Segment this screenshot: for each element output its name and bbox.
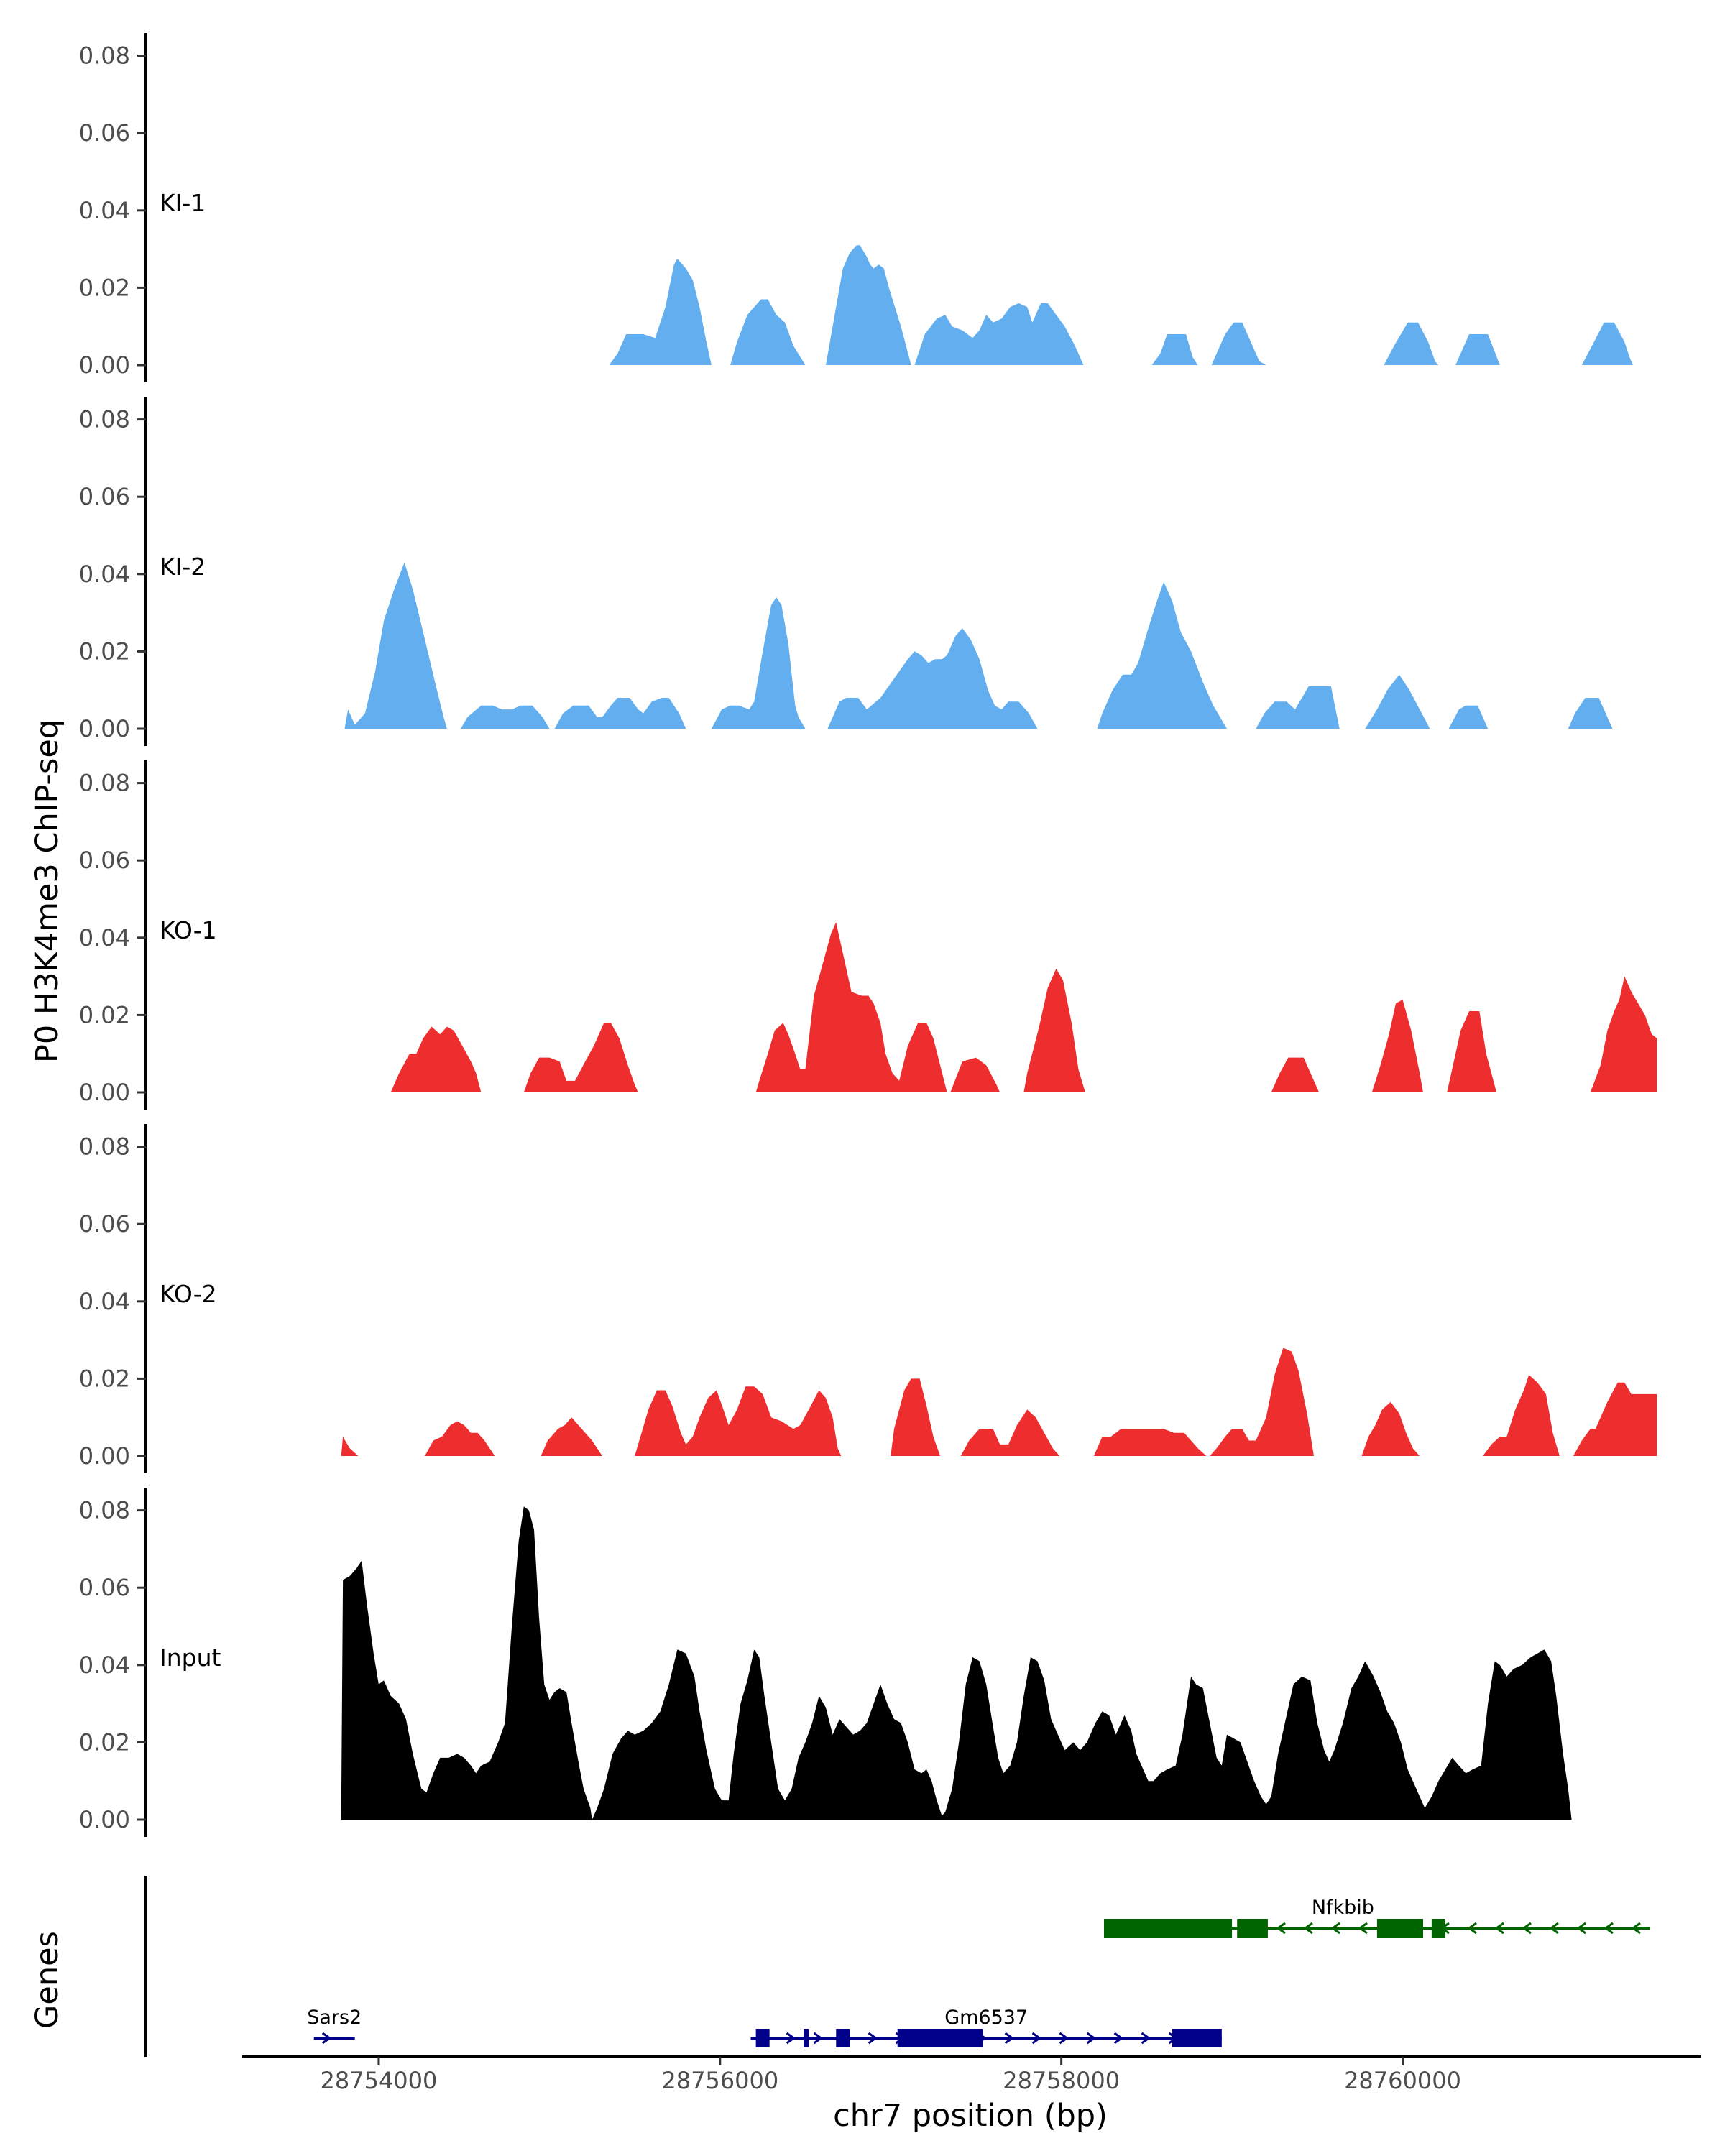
track-panel-ko-2: 0.00 0.02 0.04 0.06 0.08 KO-2 (79, 1124, 1657, 1473)
x-axis-title: chr7 position (bp) (833, 2098, 1108, 2134)
x-tick-label: 28758000 (1003, 2067, 1120, 2094)
y-tick-label: 0.04 (79, 924, 130, 952)
strand-arrow-icon (1522, 1922, 1532, 1935)
gene-exon (755, 2029, 770, 2047)
y-tick-label: 0.08 (79, 406, 130, 433)
y-tick-label: 0.08 (79, 42, 130, 70)
signal-area-input (341, 1506, 1581, 1820)
y-tick-label: 0.02 (79, 274, 130, 301)
y-tick-label: 0.04 (79, 1288, 130, 1315)
signal-area-ki-2 (344, 562, 1613, 729)
strand-arrow-icon (1303, 1922, 1313, 1935)
gene-nfkbib: Nfkbib (1104, 1897, 1650, 1938)
x-tick-label: 28756000 (661, 2067, 778, 2094)
track-panel-ko-1: 0.00 0.02 0.04 0.06 0.08 KO-1 (79, 760, 1657, 1110)
strand-arrow-icon (786, 2032, 796, 2045)
y-tick-label: 0.00 (79, 1442, 130, 1470)
strand-arrow-icon (1086, 2032, 1097, 2045)
strand-arrow-icon (1467, 1922, 1477, 1935)
y-tick-label: 0.06 (79, 1210, 130, 1238)
x-tick-label: 28754000 (321, 2067, 438, 2094)
y-axis-title: P0 H3K4me3 ChIP-seq (29, 719, 65, 1063)
strand-arrow-icon (1059, 2032, 1070, 2045)
y-tick-label: 0.06 (79, 119, 130, 147)
y-tick-label: 0.02 (79, 637, 130, 665)
strand-arrow-icon (1276, 1922, 1286, 1935)
signal-tracks: 0.00 0.02 0.04 0.06 0.08 KI-1 0.00 0.02 0.04 0.06… (79, 33, 1657, 1837)
strand-arrow-icon (1031, 2032, 1042, 2045)
gene-exon (1104, 1919, 1233, 1938)
y-tick-label: 0.02 (79, 1001, 130, 1028)
track-label: KO-1 (160, 916, 217, 944)
y-tick-label: 0.08 (79, 1497, 130, 1524)
gene-exon (897, 2029, 983, 2047)
gene-exon (836, 2029, 850, 2047)
track-panel-ki-2: 0.00 0.02 0.04 0.06 0.08 KI-2 (79, 397, 1613, 746)
track-panel-input: 0.00 0.02 0.04 0.06 0.08 Input (79, 1488, 1581, 1837)
signal-area-ko-2 (341, 1348, 1657, 1456)
track-panel-ki-1: 0.00 0.02 0.04 0.06 0.08 KI-1 (79, 33, 1633, 382)
strand-arrow-icon (321, 2032, 332, 2045)
y-tick-label: 0.02 (79, 1365, 130, 1392)
gene-exon (804, 2029, 809, 2047)
gene-exon (1237, 1919, 1268, 1938)
y-tick-label: 0.00 (79, 715, 130, 742)
strand-arrow-icon (1004, 2032, 1015, 2045)
genes-axis-title: Genes (29, 1931, 65, 2029)
y-tick-label: 0.06 (79, 847, 130, 874)
y-tick-label: 0.04 (79, 1651, 130, 1679)
x-tick-label: 28760000 (1344, 2067, 1461, 2094)
gene-sars2: Sars2 (307, 2007, 362, 2045)
signal-area-ki-1 (609, 245, 1633, 365)
track-label: Input (160, 1644, 221, 1672)
strand-arrow-icon (1113, 2032, 1124, 2045)
strand-arrow-icon (1549, 1922, 1559, 1935)
track-label: KI-1 (160, 189, 206, 217)
signal-area-ko-1 (390, 922, 1657, 1092)
gene-label: Gm6537 (944, 2007, 1028, 2029)
gene-track: Nfkbib Sars2 Gm6537 (144, 1876, 1650, 2057)
gene-gm6537: Gm6537 (750, 2007, 1222, 2047)
strand-arrow-icon (868, 2032, 878, 2045)
strand-arrow-icon (1604, 1922, 1614, 1935)
track-label: KO-2 (160, 1280, 217, 1308)
gene-label: Sars2 (307, 2007, 362, 2029)
gene-label: Nfkbib (1312, 1897, 1374, 1919)
y-tick-label: 0.06 (79, 483, 130, 510)
y-tick-label: 0.00 (79, 1806, 130, 1833)
y-tick-label: 0.04 (79, 197, 130, 224)
gene-exon (1376, 1919, 1423, 1938)
y-tick-label: 0.00 (79, 351, 130, 379)
gene-exon (1172, 2029, 1222, 2047)
strand-arrow-icon (1576, 1922, 1586, 1935)
strand-arrow-icon (813, 2032, 824, 2045)
x-axis: 28754000 28756000 28758000 28760000 (242, 2055, 1701, 2094)
y-tick-label: 0.08 (79, 770, 130, 797)
y-tick-label: 0.02 (79, 1728, 130, 1756)
y-tick-label: 0.06 (79, 1574, 130, 1601)
track-label: KI-2 (160, 553, 206, 581)
strand-arrow-icon (1358, 1922, 1368, 1935)
strand-arrow-icon (1141, 2032, 1151, 2045)
strand-arrow-icon (1494, 1922, 1504, 1935)
strand-arrow-icon (1631, 1922, 1641, 1935)
strand-arrow-icon (1330, 1922, 1340, 1935)
y-tick-label: 0.00 (79, 1079, 130, 1106)
y-tick-label: 0.08 (79, 1133, 130, 1161)
gene-exon (1431, 1919, 1445, 1938)
y-tick-label: 0.04 (79, 561, 130, 588)
